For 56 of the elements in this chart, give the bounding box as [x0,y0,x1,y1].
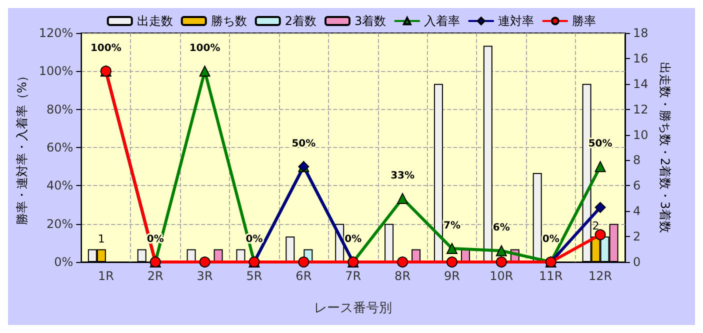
x-tick-label: 8R [394,269,411,283]
point [298,256,310,268]
point [594,161,606,172]
legend-label: 出走数 [136,14,173,28]
y2-tick-label: 6 [633,178,641,193]
point [446,242,458,254]
y2-tick-label: 18 [633,26,648,40]
point [496,245,507,256]
x-tick-label: 12R [588,269,612,283]
data-label: 0% [344,234,362,245]
y-tick-label: 60% [46,140,74,154]
x-tick-label: 3R [196,269,213,283]
x-tick-label: 2R [147,269,164,283]
y2-tick-label: 10 [633,128,648,142]
y2-tick-label: 0 [633,255,641,269]
y2-tick-label: 2 [633,230,641,244]
data-label: 33% [390,170,415,182]
y-tick-label: 120% [38,26,74,40]
x-tick-label: 1R [98,269,114,283]
x-tick-label: 7R [345,269,362,283]
legend-label: 勝率 [572,14,596,28]
y-tick-label: 0% [54,255,74,269]
x-axis-title: レース番号別 [314,301,392,316]
legend-label: 2着数 [284,14,317,28]
legend-label: 入着率 [424,14,460,28]
data-label: 2 [592,220,600,233]
legend-label: 連対率 [498,14,534,28]
y2-tick-label: 12 [633,102,648,116]
y2-tick-label: 14 [633,76,648,91]
data-label: 50% [292,138,316,150]
y2-tick-label: 4 [633,204,641,218]
data-label: 6% [492,222,510,234]
x-tick-label: 10R [490,269,514,283]
data-label: 100% [189,43,220,54]
y2-tick-label: 8 [633,153,641,168]
x-tick-label: 9R [444,269,460,283]
point [594,202,606,213]
point [199,66,210,77]
data-label: 0% [542,234,560,245]
x-tick-label: 5R [246,269,262,283]
data-label: 7% [443,220,460,232]
y2-axis-title: 出走数・勝ち数・2着数・3着数 [658,62,672,234]
y-tick-label: 100% [38,64,74,78]
point [594,229,606,240]
x-tick-label: 11R [539,269,563,283]
y-tick-label: 20% [46,216,74,231]
x-tick-label: 6R [296,269,312,283]
y-tick-label: 80% [46,102,74,116]
y2-tick-label: 16 [633,51,648,66]
y-tick-label: 40% [46,178,74,193]
data-label: 1 [98,232,105,246]
legend-label: 勝ち数 [210,14,247,28]
point [397,192,408,204]
y-axis-title: 勝率・連対率・入着率（%） [15,70,29,226]
legend-label: 3着数 [354,14,386,28]
data-label: 100% [90,43,122,54]
